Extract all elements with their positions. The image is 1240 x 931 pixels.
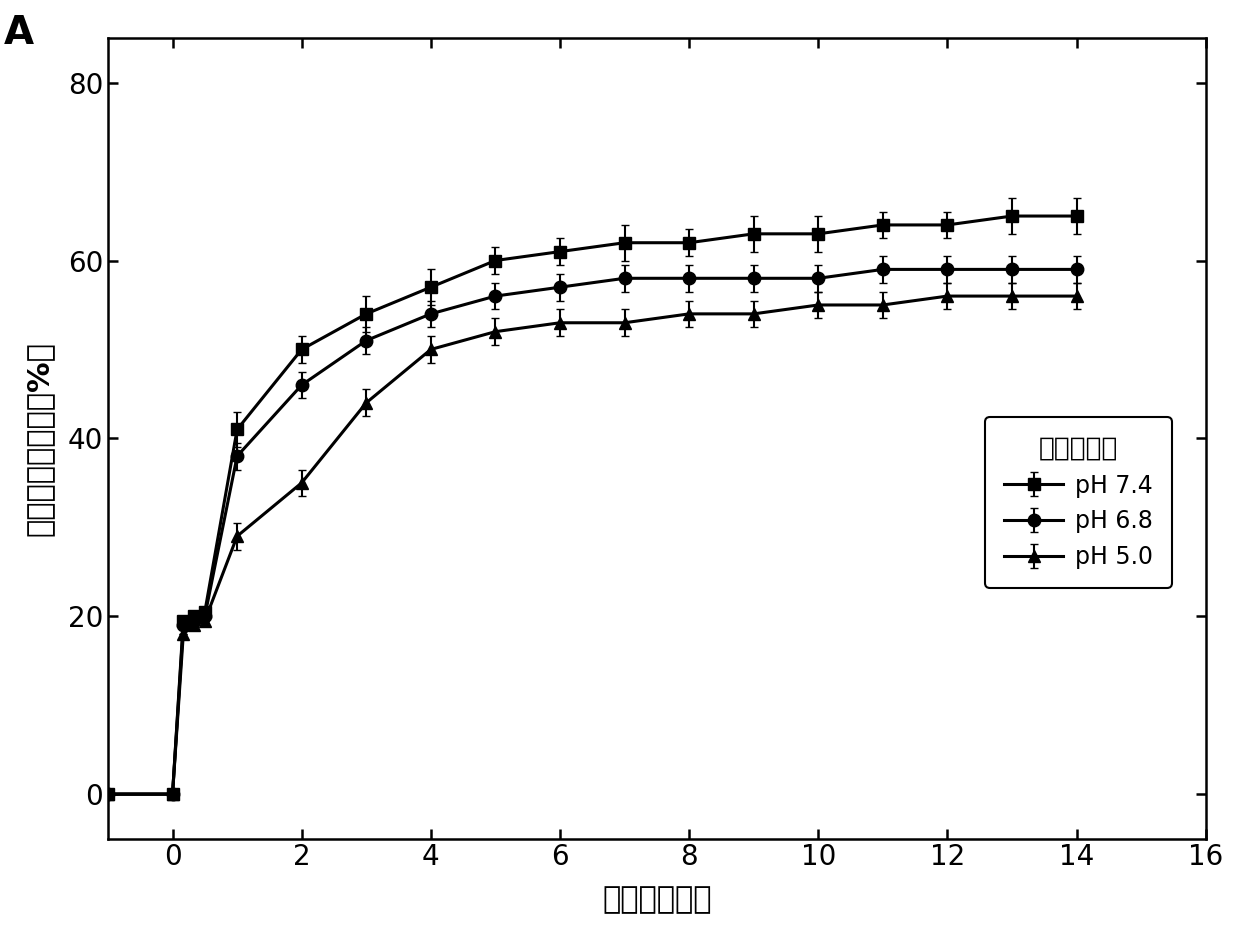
Legend: pH 7.4, pH 6.8, pH 5.0: pH 7.4, pH 6.8, pH 5.0 (986, 417, 1172, 588)
Y-axis label: 累计释放百分比（%）: 累计释放百分比（%） (25, 341, 53, 536)
Text: A: A (4, 14, 33, 52)
X-axis label: 时间（小时）: 时间（小时） (603, 885, 712, 914)
